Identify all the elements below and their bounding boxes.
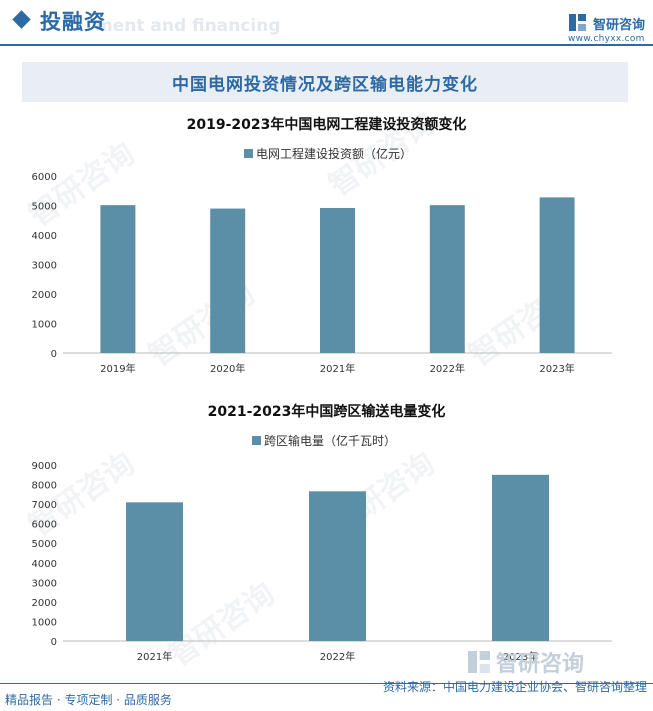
source-note: 资料来源：中国电力建设企业协会、智研咨询整理	[382, 680, 647, 694]
bar	[320, 207, 355, 353]
x-tick-label: 2022年	[320, 650, 355, 663]
x-tick-label: 2023年	[503, 650, 538, 663]
bar	[309, 491, 366, 641]
y-tick-label: 8000	[32, 481, 57, 492]
bar	[429, 205, 465, 353]
y-tick-label: 3000	[32, 578, 57, 589]
x-tick-label: 2021年	[320, 362, 355, 375]
x-tick-label: 2023年	[539, 362, 574, 375]
x-tick-label: 2020年	[210, 362, 245, 375]
x-tick-label: 2021年	[137, 650, 172, 663]
y-tick-label: 2000	[32, 290, 57, 301]
brand-name: 智研咨询	[593, 18, 646, 33]
x-tick-label: 2019年	[100, 362, 135, 375]
y-tick-label: 1000	[32, 320, 57, 331]
y-tick-label: 6000	[32, 520, 57, 531]
y-tick-label: 4000	[32, 559, 57, 570]
footer-brand: 智研咨询	[468, 646, 584, 678]
bar	[126, 502, 183, 641]
y-tick-label: 1000	[32, 617, 57, 628]
footer-divider	[0, 683, 653, 684]
brand-url[interactable]: www.chyxx.com	[568, 34, 645, 44]
chart1-legend-label: 电网工程建设投资额（亿元）	[256, 147, 413, 161]
brand-logo-icon	[468, 651, 490, 673]
chart1-plot: 0 1000 2000 3000 4000 5000 6000 2019年 2020年 2021年…	[32, 172, 612, 375]
x-tick-label: 2022年	[430, 362, 465, 375]
chart2-plot: 0 1000 2000 3000 4000 5000 6000 7000 8000 9000 202…	[32, 461, 612, 663]
banner-title: 中国电网投资情况及跨区输电能力变化	[172, 74, 478, 95]
header-divider	[0, 44, 653, 46]
y-tick-label: 7000	[32, 500, 57, 511]
chart2-legend-label: 跨区输电量（亿千瓦时）	[264, 434, 397, 448]
brand-logo-icon	[569, 14, 586, 31]
chart2-title: 2021-2023年中国跨区输送电量变化	[207, 404, 446, 420]
bar	[100, 205, 136, 353]
y-tick-label: 5000	[32, 539, 57, 550]
y-tick-label: 2000	[32, 598, 57, 609]
header-watermark: ment and financing	[95, 16, 281, 36]
bar	[492, 474, 549, 641]
diamond-icon	[12, 10, 31, 29]
legend-swatch	[244, 149, 253, 158]
y-tick-label: 6000	[32, 172, 57, 183]
y-tick-label: 3000	[32, 261, 57, 272]
bar	[539, 197, 575, 353]
section-header: ment and financing 投融资 智研咨询 www.chyxx.co…	[0, 0, 653, 48]
chart2-legend: 跨区输电量（亿千瓦时）	[252, 432, 396, 449]
y-tick-label: 9000	[32, 461, 57, 472]
legend-swatch	[252, 436, 261, 445]
y-tick-label: 0	[51, 349, 57, 360]
banner: 中国电网投资情况及跨区输电能力变化	[22, 62, 628, 102]
chart1-legend: 电网工程建设投资额（亿元）	[244, 145, 412, 162]
footer-slogan: 精品报告 · 专项定制 · 品质服务	[5, 693, 172, 707]
y-tick-label: 0	[51, 637, 57, 648]
y-tick-label: 4000	[32, 231, 57, 242]
y-tick-label: 5000	[32, 202, 57, 213]
chart1-title: 2019-2023年中国电网工程建设投资额变化	[186, 117, 467, 133]
footer-brand-name: 智研咨询	[496, 652, 585, 677]
section-title: 投融资	[40, 10, 106, 34]
bar	[210, 208, 246, 353]
